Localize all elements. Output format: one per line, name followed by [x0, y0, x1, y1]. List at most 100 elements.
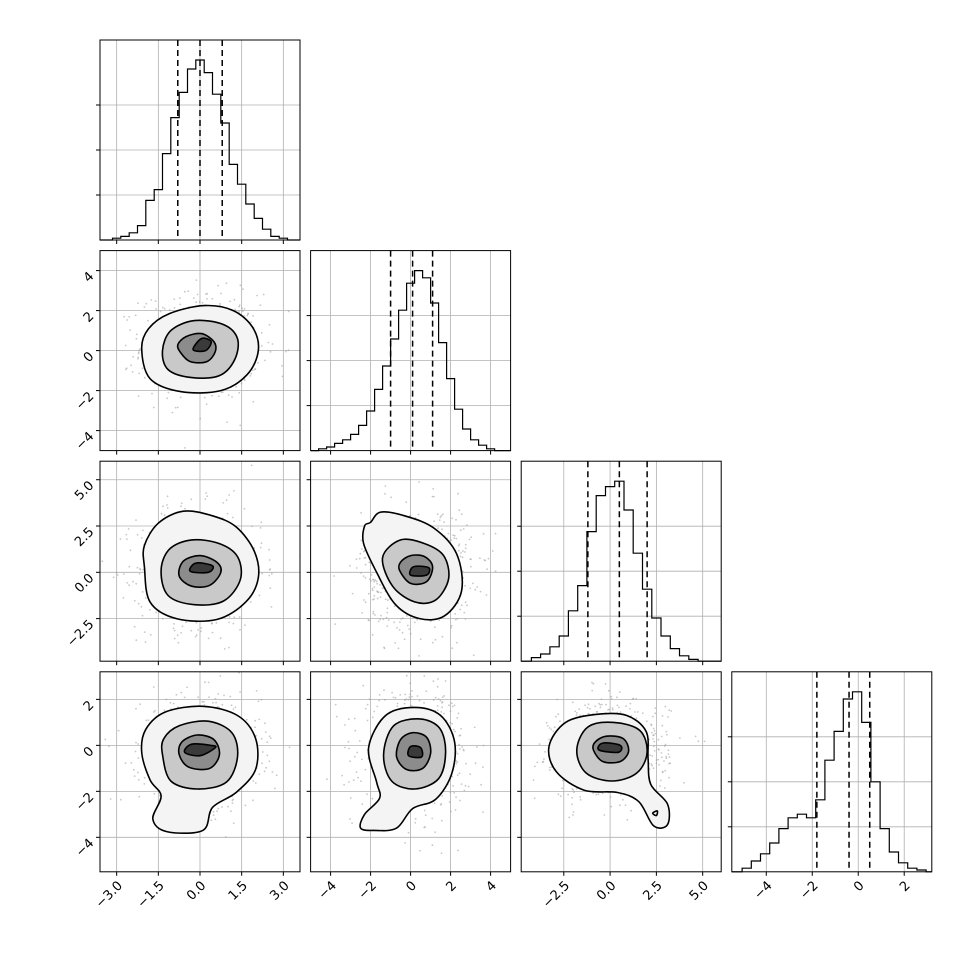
scatter-point	[450, 702, 453, 705]
scatter-point	[116, 574, 119, 576]
scatter-point	[265, 766, 267, 769]
scatter-point	[663, 760, 665, 762]
y-tick-label: 0.0	[72, 571, 97, 596]
x-tick-label: −2	[797, 878, 821, 902]
scatter-point	[254, 368, 257, 370]
plot-area	[104, 671, 291, 838]
scatter-point	[634, 711, 636, 713]
scatter-point	[228, 621, 231, 624]
scatter-point	[618, 706, 620, 709]
scatter-point	[355, 567, 358, 569]
scatter-point	[467, 785, 470, 788]
scatter-point	[601, 792, 604, 795]
scatter-point	[494, 532, 497, 535]
contour-0	[592, 735, 630, 764]
scatter-point	[391, 691, 393, 694]
scatter-point	[654, 707, 657, 709]
scatter-point	[268, 548, 270, 551]
scatter-point	[457, 492, 459, 495]
scatter-point	[414, 817, 417, 820]
scatter-point	[619, 711, 622, 713]
scatter-point	[485, 594, 488, 596]
scatter-point	[243, 308, 246, 310]
scatter-point	[443, 695, 446, 697]
scatter-point	[596, 710, 598, 713]
scatter-point	[579, 714, 581, 717]
scatter-point	[207, 637, 210, 640]
scatter-point	[245, 718, 248, 721]
scatter-point	[135, 707, 137, 710]
scatter-point	[137, 352, 140, 355]
scatter-point	[661, 771, 664, 774]
scatter-point	[275, 774, 278, 777]
scatter-point	[378, 694, 381, 696]
scatter-point	[137, 757, 140, 759]
scatter-point	[123, 315, 125, 318]
scatter-point	[450, 626, 452, 629]
scatter-point	[255, 690, 258, 692]
plot-area	[100, 464, 300, 650]
scatter-point	[232, 822, 235, 824]
scatter-point	[434, 831, 437, 833]
hist-panel-1	[306, 250, 512, 455]
scatter-point	[419, 849, 421, 852]
scatter-point	[383, 646, 385, 649]
scatter-point	[344, 724, 346, 726]
scatter-point	[362, 684, 365, 687]
scatter-point	[385, 616, 388, 619]
scatter-point	[654, 732, 657, 735]
scatter-point	[667, 753, 670, 755]
scatter-point	[460, 552, 462, 554]
scatter-point	[433, 626, 436, 628]
scatter-point	[440, 819, 443, 822]
scatter-point	[261, 572, 264, 575]
scatter-point	[452, 534, 454, 536]
scatter-point	[268, 323, 271, 326]
scatter-point	[459, 529, 462, 532]
scatter-point	[432, 488, 435, 490]
scatter-point	[661, 756, 663, 759]
scatter-point	[119, 798, 122, 801]
scatter-point	[461, 556, 464, 559]
scatter-point	[128, 565, 131, 568]
scatter-point	[425, 690, 428, 693]
scatter-point	[206, 495, 209, 498]
scatter-point	[139, 348, 142, 350]
scatter-point	[142, 529, 144, 532]
scatter-point	[230, 704, 233, 707]
scatter-point	[376, 582, 379, 585]
scatter-point	[219, 302, 222, 305]
scatter-point	[288, 746, 291, 749]
scatter-point	[137, 602, 140, 605]
scatter-point	[607, 689, 610, 692]
density-core	[184, 743, 216, 756]
scatter-point	[533, 797, 536, 800]
scatter-point	[458, 748, 461, 750]
scatter-point	[270, 572, 273, 575]
scatter-point	[611, 708, 614, 711]
scatter-point	[260, 521, 263, 524]
scatter-point	[463, 749, 465, 752]
scatter-point	[234, 308, 237, 311]
scatter-point	[377, 620, 380, 623]
scatter-point	[137, 771, 139, 774]
scatter-point	[153, 456, 155, 458]
scatter-point	[464, 784, 467, 787]
scatter-point	[138, 372, 141, 375]
scatter-point	[416, 618, 419, 621]
scatter-point	[142, 568, 145, 571]
scatter-point	[152, 686, 155, 688]
scatter-point	[254, 782, 257, 784]
scatter-point	[143, 776, 146, 779]
scatter-point	[184, 447, 186, 449]
scatter-point	[259, 304, 262, 306]
scatter-point	[482, 744, 485, 747]
plot-area	[123, 279, 290, 458]
scatter-point	[231, 516, 234, 519]
scatter-point	[399, 694, 402, 696]
scatter-point	[594, 705, 597, 708]
scatter-point	[413, 621, 416, 624]
contour-2	[140, 304, 260, 394]
scatter-point	[155, 611, 158, 614]
scatter-point	[458, 509, 461, 512]
